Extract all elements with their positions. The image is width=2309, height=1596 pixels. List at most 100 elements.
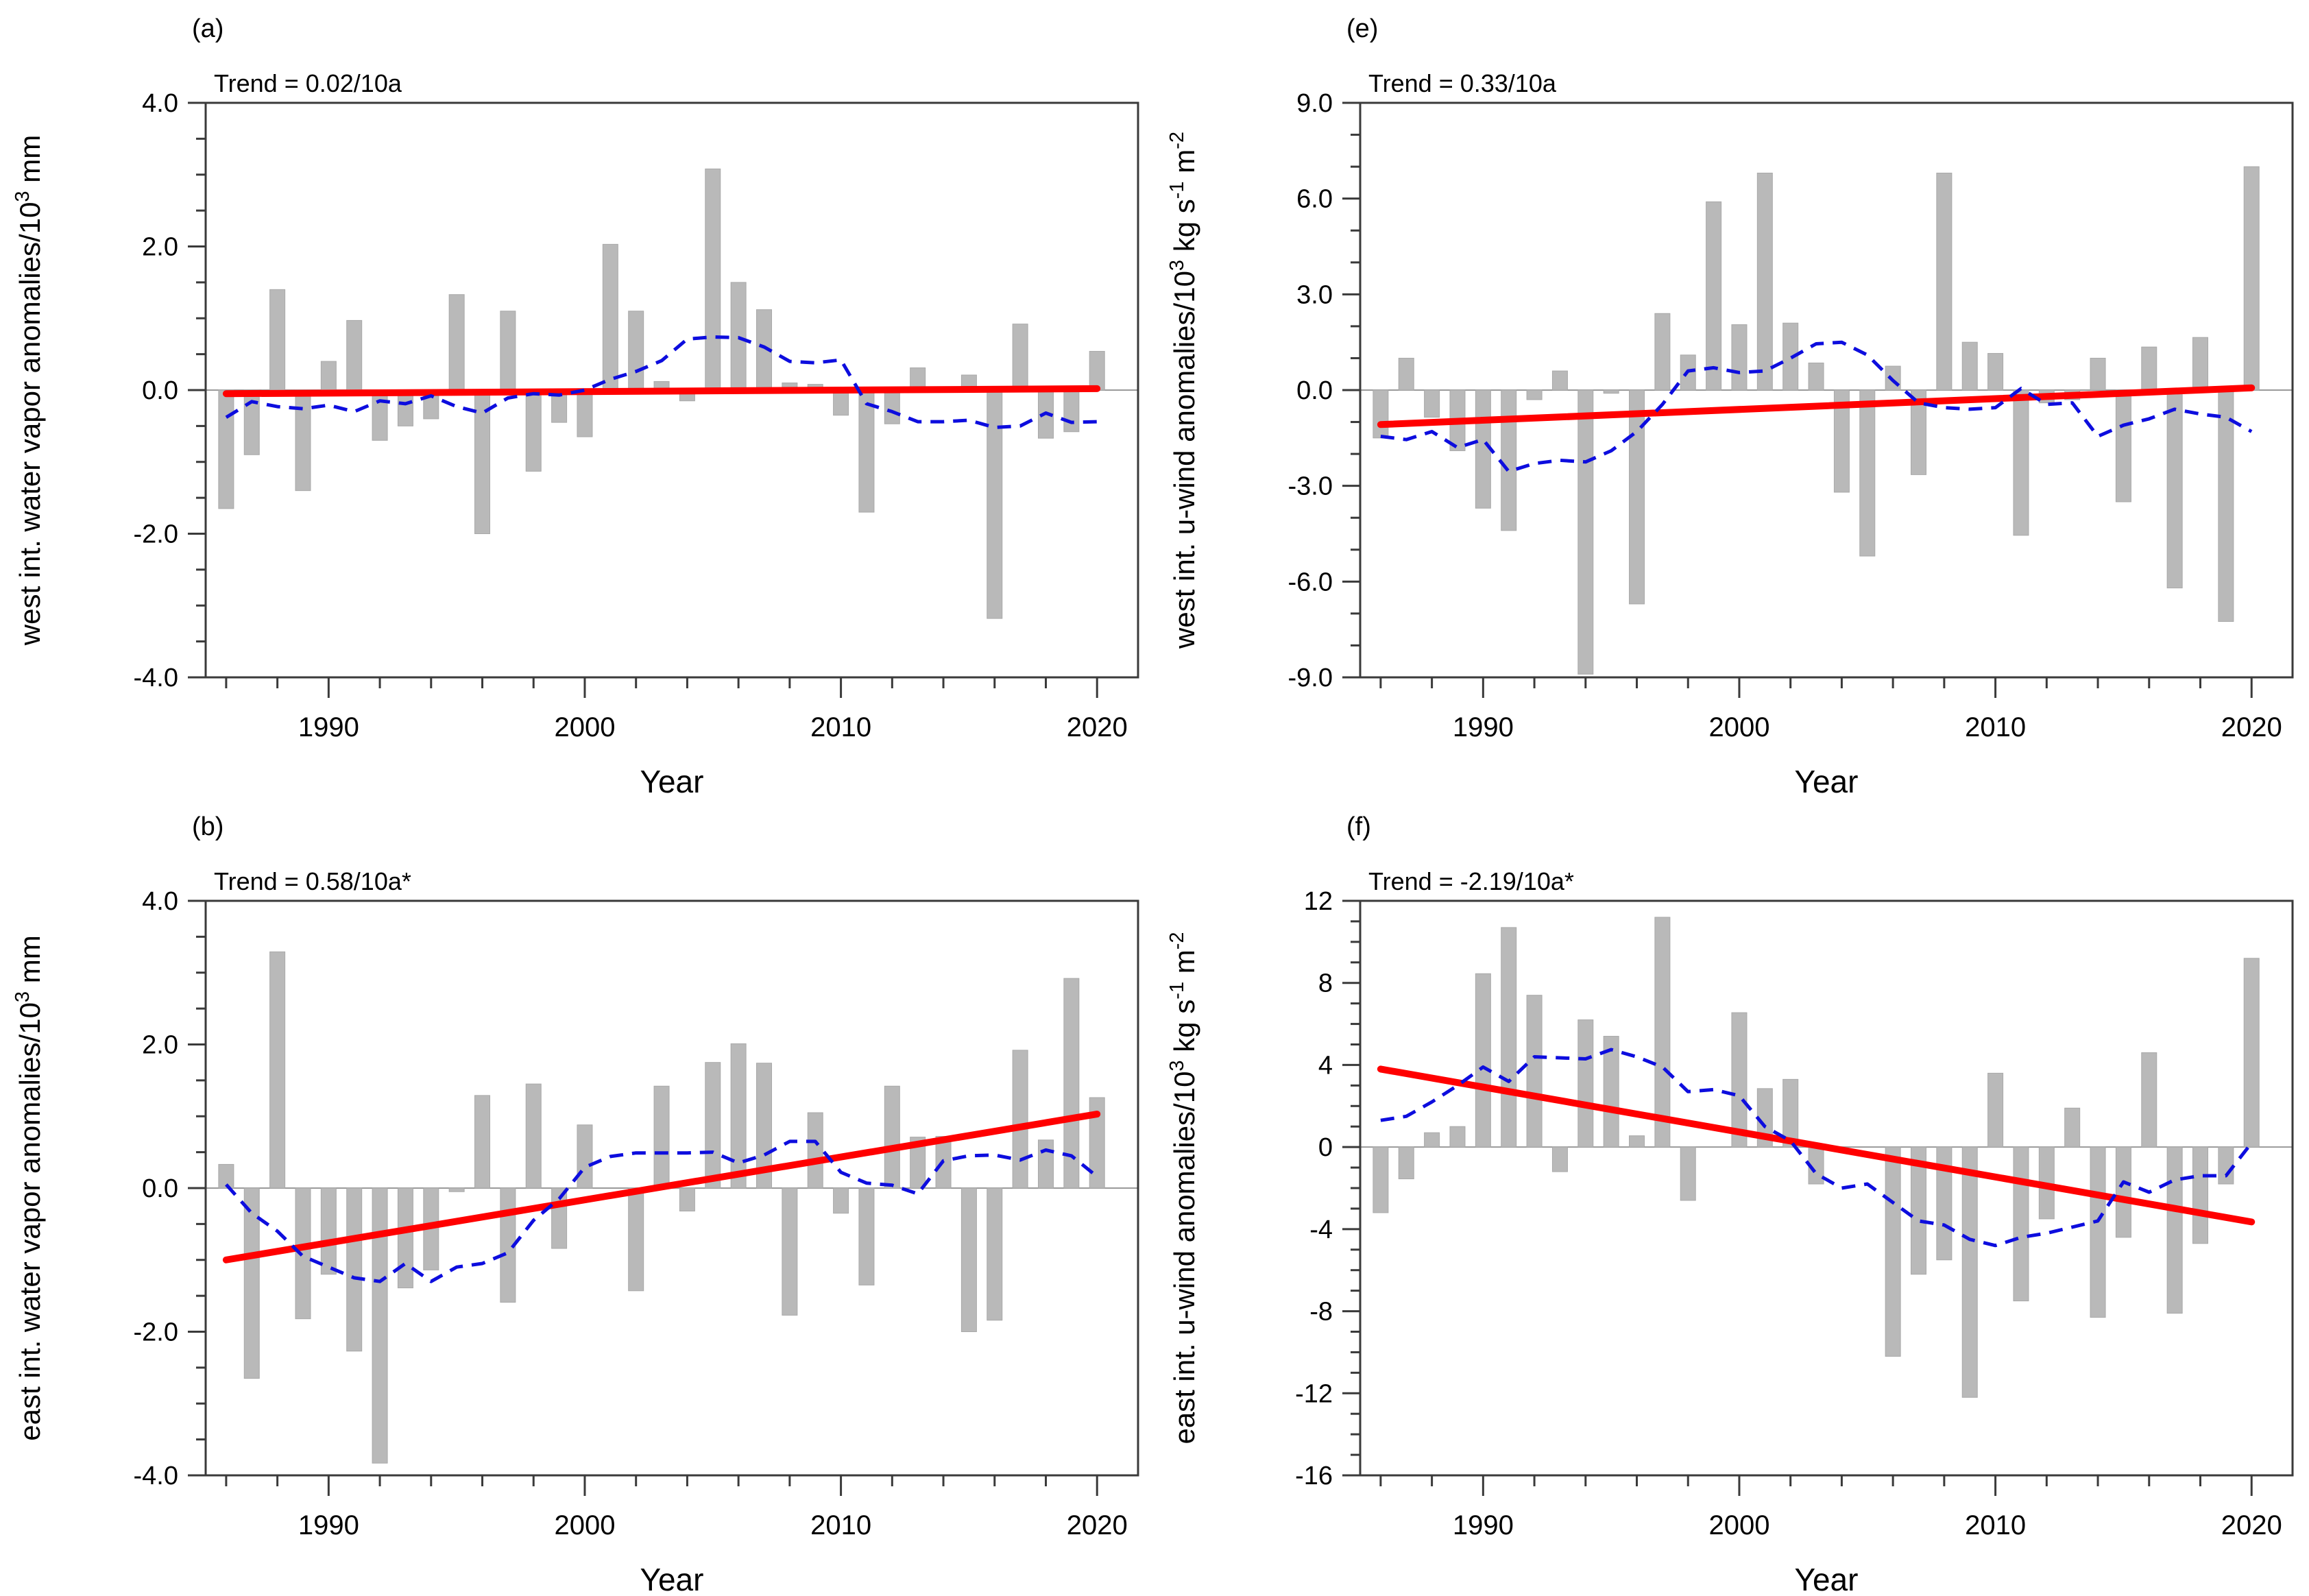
y-tick-label-4.0: 4.0 <box>142 887 178 916</box>
x-tick-label-2020: 2020 <box>1067 712 1128 742</box>
y-tick-label--2.0: -2.0 <box>134 1318 178 1347</box>
bar-1986 <box>1373 1146 1389 1213</box>
bar-2006 <box>1885 1146 1901 1357</box>
bar-2020 <box>2243 958 2260 1148</box>
y-axis-ticks <box>1342 101 1360 679</box>
y-tick-label-3.0: 3.0 <box>1296 280 1333 309</box>
trend-line <box>222 385 1101 398</box>
y-axis-tick-labels: 4.0 2.0 0.0 -2.0 -4.0 <box>134 887 178 1490</box>
bar-1999 <box>1706 201 1722 391</box>
bar-2013 <box>910 1137 926 1189</box>
y-tick-label--8: -8 <box>1309 1298 1333 1327</box>
bar-1995 <box>1603 389 1619 394</box>
x-tick-label-2000: 2000 <box>1708 712 1769 742</box>
bar-1989 <box>295 389 311 492</box>
y-tick-label-12: 12 <box>1304 887 1333 916</box>
y-tick-label--12: -12 <box>1295 1379 1333 1408</box>
bar-2009 <box>807 1112 823 1189</box>
bar-2005 <box>1859 389 1876 557</box>
x-tick-label-2010: 2010 <box>1965 1510 2026 1540</box>
y-tick-label--4.0: -4.0 <box>134 664 178 692</box>
trend-line <box>1377 1065 2256 1226</box>
bar-2012 <box>884 1085 900 1189</box>
bar-1987 <box>243 389 260 455</box>
bar-1989 <box>295 1187 311 1320</box>
bar-1995 <box>1603 1036 1619 1148</box>
bar-1986 <box>1373 389 1389 439</box>
y-tick-label-6.0: 6.0 <box>1296 185 1333 214</box>
x-tick-label-2000: 2000 <box>1708 1510 1769 1540</box>
x-axis-ticks <box>225 1475 1098 1496</box>
x-axis-ticks <box>1379 1475 2253 1496</box>
bar-2018 <box>2192 1146 2208 1244</box>
x-axis-tick-labels: 1990 2000 2010 2020 <box>1453 1510 2282 1540</box>
bar-2020 <box>1089 1097 1105 1189</box>
bar-1992 <box>1526 389 1543 400</box>
bar-1996 <box>1629 389 1645 605</box>
bar-1992 <box>372 1187 388 1464</box>
bar-1988 <box>1424 1132 1440 1148</box>
bar-2010 <box>833 1187 849 1214</box>
bar-1989 <box>1449 1126 1466 1148</box>
panel-f-east-u-wind: 12 8 4 0 -4 -8 -12 -16 1990 2000 2010 2020 Year Trend… <box>1154 798 2309 1596</box>
bar-2011 <box>2013 1146 2029 1302</box>
smoothed-line <box>1380 1048 2253 1248</box>
bar-1987 <box>243 1187 260 1379</box>
bar-2002 <box>628 311 644 391</box>
x-tick-label-2020: 2020 <box>2221 712 2282 742</box>
panel-label: (f) <box>1346 812 1371 841</box>
bar-1998 <box>525 389 542 472</box>
bar-1990 <box>320 1187 337 1275</box>
y-axis-title: east int. u-wind anomalies/103 kg s-1 m-… <box>1166 932 1200 1444</box>
panel-label: (a) <box>192 14 223 43</box>
bar-1988 <box>269 289 286 391</box>
y-tick-label-0: 0 <box>1318 1133 1333 1162</box>
y-tick-label--9.0: -9.0 <box>1288 664 1333 692</box>
x-axis-label: Year <box>1795 1562 1859 1596</box>
bars-annual-anomalies <box>1373 917 2260 1398</box>
bar-2013 <box>2064 1107 2081 1148</box>
y-axis-ticks <box>188 101 206 679</box>
bar-1992 <box>372 389 388 441</box>
bar-1986 <box>218 1163 234 1189</box>
bar-2014 <box>2090 357 2106 391</box>
panel-a-west-water-vapor: 4.0 2.0 0.0 -2.0 -4.0 1990 2000 2010 2020 Year Tre… <box>0 0 1154 798</box>
bar-1997 <box>1654 917 1671 1148</box>
bar-2011 <box>858 1187 875 1285</box>
bar-1996 <box>1629 1135 1645 1148</box>
bar-2004 <box>1833 389 1850 493</box>
y-tick-label-0.0: 0.0 <box>1296 376 1333 405</box>
y-tick-label-0.0: 0.0 <box>142 376 178 405</box>
y-axis-tick-labels: 12 8 4 0 -4 -8 -12 -16 <box>1295 887 1333 1490</box>
y-tick-label--4: -4 <box>1309 1216 1333 1244</box>
bar-2000 <box>1731 1012 1748 1148</box>
x-tick-label-2020: 2020 <box>2221 1510 2282 1540</box>
panel-label: (b) <box>192 812 223 841</box>
y-axis-title: west int. water vapor anomalies/103 mm <box>12 135 46 646</box>
trend-label: Trend = 0.02/10a <box>214 69 402 97</box>
bar-2004 <box>679 1187 695 1212</box>
bar-2008 <box>1936 1146 1953 1261</box>
x-tick-label-2000: 2000 <box>554 1510 615 1540</box>
y-tick-label-9.0: 9.0 <box>1296 89 1333 118</box>
bar-2020 <box>1089 350 1105 391</box>
bar-2016 <box>2141 1052 2157 1148</box>
bar-1991 <box>1501 927 1517 1148</box>
bar-2019 <box>2218 389 2234 622</box>
bar-2017 <box>1012 324 1028 391</box>
bar-2000 <box>1731 324 1748 391</box>
bar-2018 <box>2192 337 2208 391</box>
x-tick-label-1990: 1990 <box>298 1510 359 1540</box>
bar-2008 <box>782 1187 798 1316</box>
bar-2017 <box>1012 1050 1028 1189</box>
bar-1993 <box>397 1187 413 1289</box>
y-tick-label-2.0: 2.0 <box>142 233 178 262</box>
y-axis-tick-labels: 9.0 6.0 3.0 0.0 -3.0 -6.0 -9.0 <box>1288 89 1333 692</box>
bar-2016 <box>987 1187 1003 1321</box>
panel-e-west-u-wind: 9.0 6.0 3.0 0.0 -3.0 -6.0 -9.0 1990 2000 2010 2020… <box>1154 0 2309 798</box>
bar-1993 <box>1551 1146 1568 1172</box>
bar-2002 <box>1782 1078 1799 1148</box>
bar-2012 <box>884 389 900 424</box>
bar-1990 <box>320 361 337 391</box>
y-tick-label-0.0: 0.0 <box>142 1174 178 1203</box>
